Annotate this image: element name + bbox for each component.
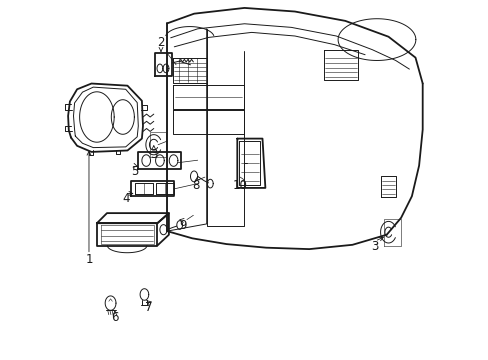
Text: 3: 3 bbox=[150, 148, 157, 161]
Text: 5: 5 bbox=[131, 165, 138, 177]
Text: 1: 1 bbox=[85, 253, 93, 266]
Text: 6: 6 bbox=[111, 311, 119, 324]
Text: 8: 8 bbox=[192, 179, 199, 192]
Text: 3: 3 bbox=[370, 240, 378, 253]
Text: 9: 9 bbox=[179, 219, 187, 232]
Text: 2: 2 bbox=[157, 36, 164, 49]
Text: 7: 7 bbox=[145, 301, 153, 314]
Text: 4: 4 bbox=[122, 192, 129, 205]
Text: 10: 10 bbox=[232, 179, 247, 192]
